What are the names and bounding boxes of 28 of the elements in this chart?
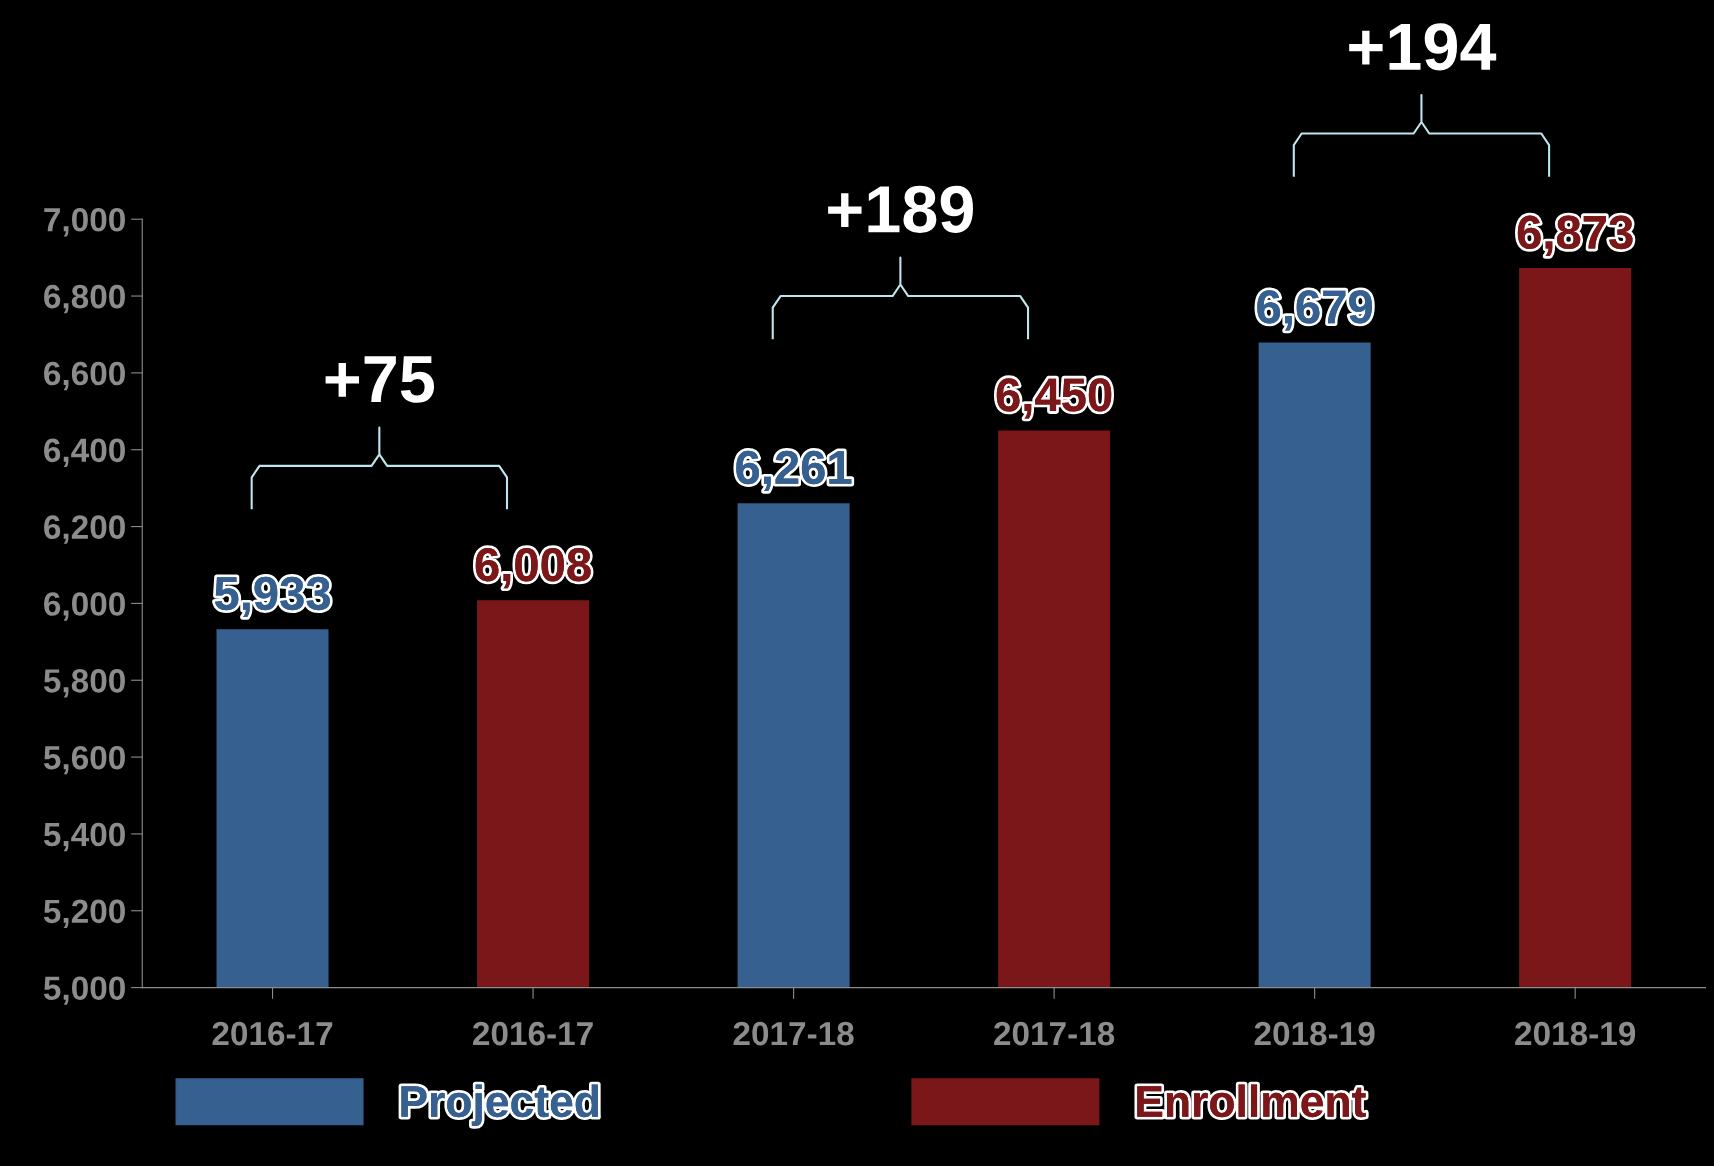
y-tick-label: 5,200 xyxy=(43,899,125,928)
data-label: 6,261 xyxy=(736,450,852,492)
y-tick-label: 6,400 xyxy=(44,438,125,467)
x-tick-label: 2017-18 xyxy=(733,1021,854,1046)
y-tick-label: 6,600 xyxy=(44,361,125,391)
x-tick-label: 2018-19 xyxy=(1254,1021,1375,1046)
y-tick-label: 5,000 xyxy=(43,976,125,1005)
x-tick-label: 2017-18 xyxy=(994,1021,1115,1046)
y-tick-label: 6,200 xyxy=(44,515,125,544)
x-tick-label: 2018-19 xyxy=(1515,1021,1636,1046)
y-tick-label: 5,400 xyxy=(43,822,125,852)
x-tick-label: 2016-17 xyxy=(212,1021,333,1046)
annotation: +189 xyxy=(828,185,974,233)
y-tick-label: 6,800 xyxy=(44,284,125,314)
text: +194 xyxy=(1349,23,1497,71)
legend-label: Projected xyxy=(401,1084,599,1126)
data-label: 6,679 xyxy=(1257,290,1372,331)
data-label: 6,008 xyxy=(475,547,591,589)
y-tick-label: 5,800 xyxy=(43,669,125,698)
data-label: 5,933 xyxy=(214,576,330,618)
x-tick-label: 2016-17 xyxy=(473,1021,593,1046)
legend-label: Enrollment xyxy=(1137,1084,1366,1118)
y-tick-label: 6,000 xyxy=(44,592,125,621)
data-label: 6,873 xyxy=(1517,215,1633,256)
y-tick-label: 5,600 xyxy=(43,745,125,775)
data-label: 6,450 xyxy=(996,378,1112,419)
y-tick-label: 7,000 xyxy=(44,208,125,237)
annotation: +75 xyxy=(325,356,435,403)
